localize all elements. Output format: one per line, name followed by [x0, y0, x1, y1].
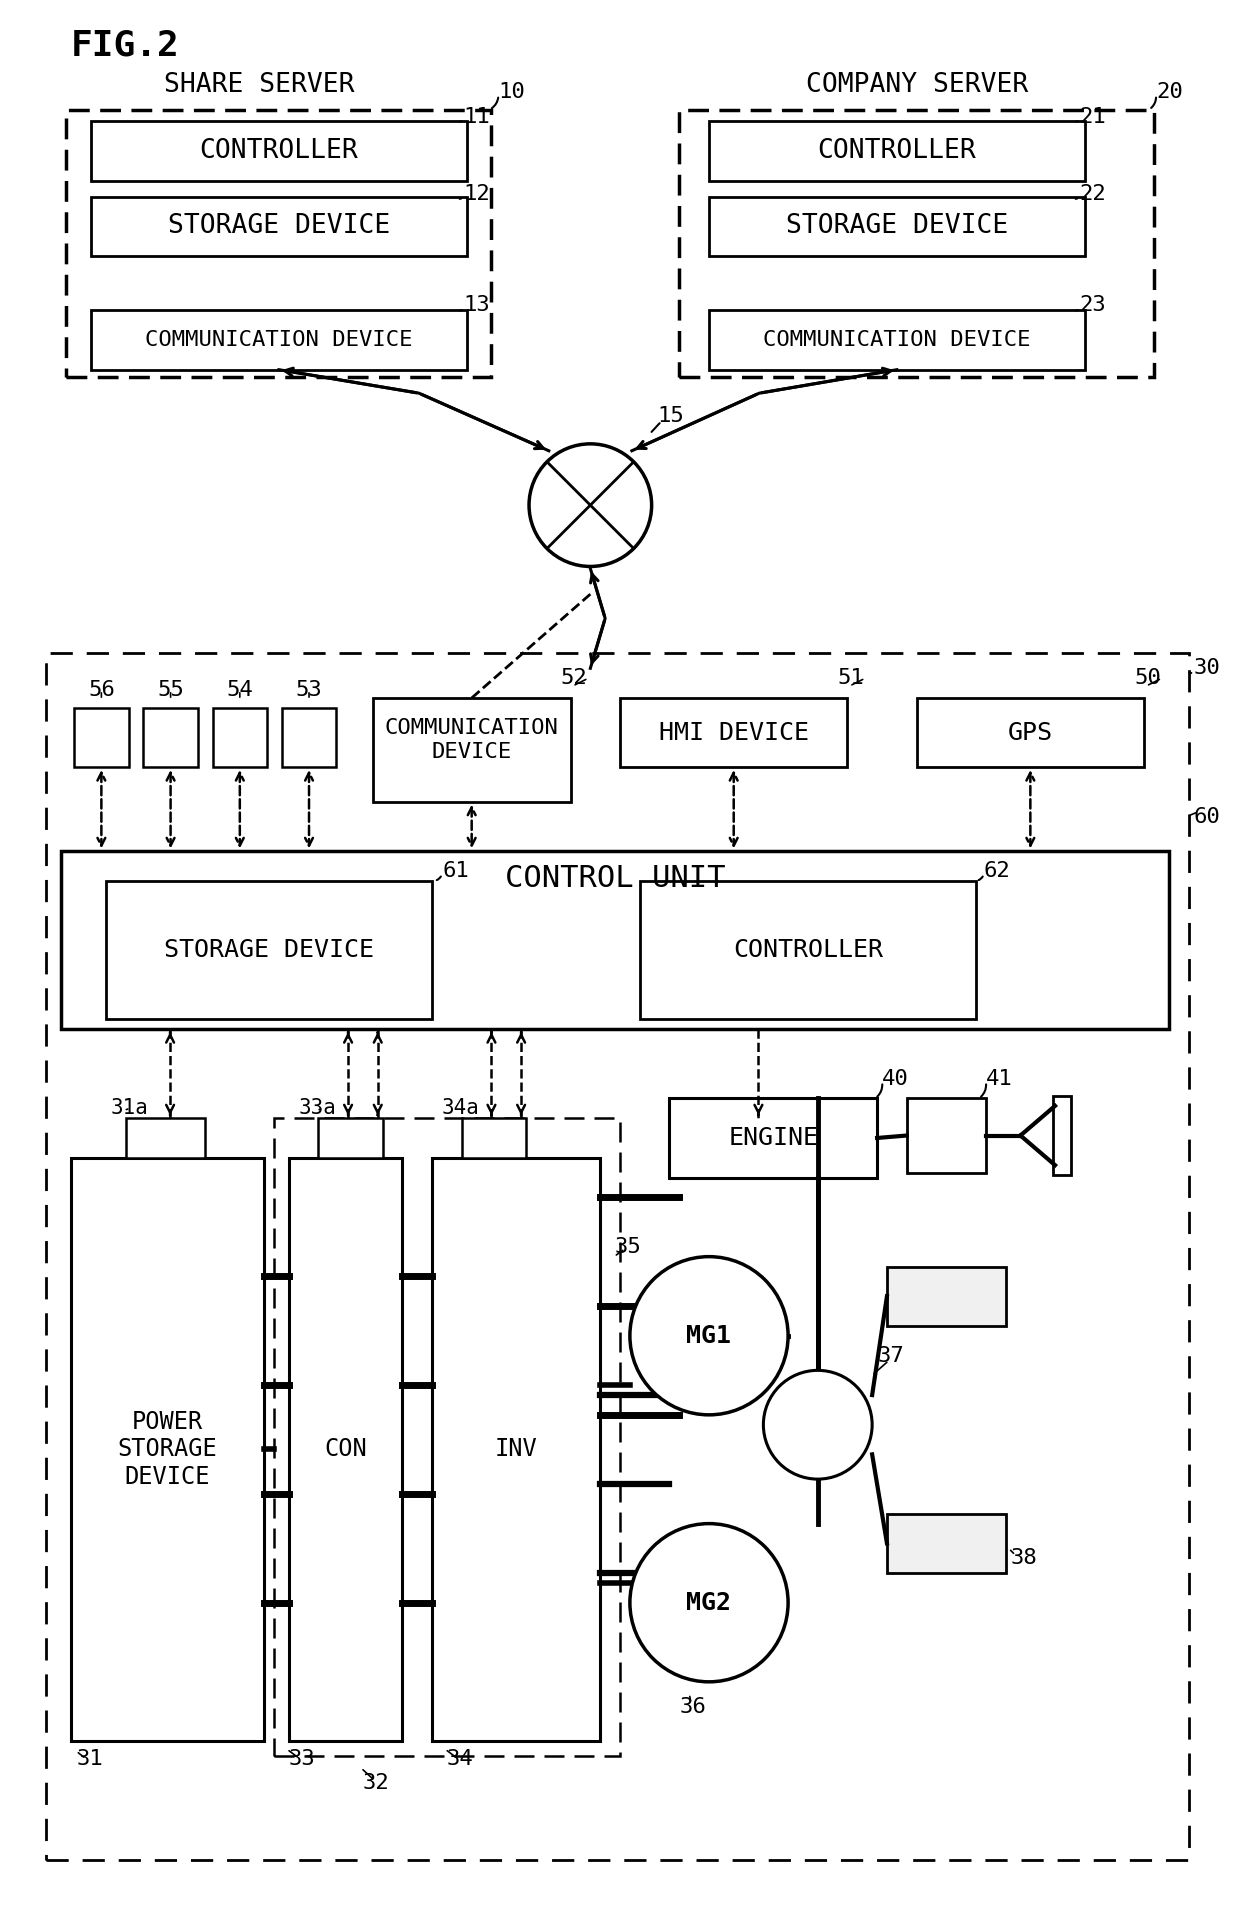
- Text: COMMUNICATION DEVICE: COMMUNICATION DEVICE: [145, 330, 413, 349]
- Bar: [66, 109, 491, 376]
- Bar: [71, 1158, 264, 1741]
- Text: 36: 36: [680, 1697, 706, 1716]
- Text: 34: 34: [446, 1749, 474, 1768]
- Text: 40: 40: [882, 1069, 909, 1089]
- Text: STORAGE DEVICE: STORAGE DEVICE: [164, 939, 374, 962]
- Text: 60: 60: [1194, 806, 1220, 828]
- Text: SHARE SERVER: SHARE SERVER: [164, 71, 355, 98]
- Bar: [709, 121, 1085, 180]
- Bar: [887, 1513, 1006, 1572]
- Text: POWER
STORAGE
DEVICE: POWER STORAGE DEVICE: [118, 1409, 217, 1490]
- Circle shape: [630, 1524, 789, 1682]
- Bar: [1053, 1096, 1071, 1175]
- Text: COMMUNICATION
DEVICE: COMMUNICATION DEVICE: [384, 718, 558, 762]
- Bar: [432, 1158, 600, 1741]
- Bar: [281, 708, 336, 768]
- Text: INV: INV: [495, 1438, 538, 1461]
- Text: MG2: MG2: [687, 1590, 732, 1615]
- Bar: [680, 109, 1154, 376]
- Text: COMPANY SERVER: COMPANY SERVER: [806, 71, 1028, 98]
- Text: 54: 54: [227, 680, 253, 701]
- Text: 13: 13: [464, 296, 491, 315]
- Bar: [74, 708, 129, 768]
- Text: 41: 41: [986, 1069, 1013, 1089]
- Bar: [709, 311, 1085, 371]
- Text: 62: 62: [983, 860, 1011, 881]
- Bar: [61, 851, 1169, 1029]
- Text: CONTROL UNIT: CONTROL UNIT: [505, 864, 725, 893]
- Bar: [916, 699, 1145, 768]
- Circle shape: [764, 1371, 872, 1478]
- Text: 51: 51: [837, 668, 864, 687]
- Text: 30: 30: [1194, 659, 1220, 678]
- Text: 20: 20: [1156, 83, 1183, 102]
- Bar: [46, 653, 1189, 1860]
- Text: 55: 55: [157, 680, 184, 701]
- Text: STORAGE DEVICE: STORAGE DEVICE: [167, 213, 391, 240]
- Bar: [144, 708, 198, 768]
- Bar: [709, 196, 1085, 255]
- Bar: [91, 196, 466, 255]
- Text: MG1: MG1: [687, 1323, 732, 1348]
- Circle shape: [630, 1256, 789, 1415]
- Bar: [274, 1117, 620, 1757]
- Bar: [887, 1267, 1006, 1327]
- Text: 34a: 34a: [441, 1098, 480, 1117]
- Text: 35: 35: [615, 1236, 642, 1258]
- Bar: [620, 699, 847, 768]
- Text: FIG.2: FIG.2: [71, 29, 180, 61]
- Text: 50: 50: [1135, 668, 1161, 687]
- Text: CON: CON: [324, 1438, 367, 1461]
- Text: 21: 21: [1080, 106, 1106, 127]
- Text: 32: 32: [363, 1772, 389, 1793]
- Bar: [373, 699, 570, 803]
- Text: 38: 38: [1011, 1548, 1038, 1569]
- Text: 56: 56: [88, 680, 115, 701]
- Bar: [906, 1098, 986, 1173]
- Text: 37: 37: [877, 1346, 904, 1365]
- Text: 11: 11: [464, 106, 491, 127]
- Bar: [212, 708, 267, 768]
- Text: GPS: GPS: [1008, 720, 1053, 745]
- Text: 10: 10: [498, 83, 525, 102]
- Bar: [640, 881, 976, 1020]
- Text: CONTROLLER: CONTROLLER: [200, 138, 358, 165]
- Bar: [91, 311, 466, 371]
- Text: 33: 33: [289, 1749, 315, 1768]
- Text: 12: 12: [464, 184, 491, 204]
- Text: CONTROLLER: CONTROLLER: [817, 138, 976, 165]
- Text: 61: 61: [441, 860, 469, 881]
- Bar: [91, 121, 466, 180]
- Text: 23: 23: [1080, 296, 1106, 315]
- Text: STORAGE DEVICE: STORAGE DEVICE: [786, 213, 1008, 240]
- Bar: [670, 1098, 877, 1177]
- Bar: [125, 1117, 205, 1158]
- Text: 52: 52: [560, 668, 588, 687]
- Text: 31a: 31a: [110, 1098, 149, 1117]
- Bar: [319, 1117, 383, 1158]
- Text: 53: 53: [295, 680, 322, 701]
- Text: HMI DEVICE: HMI DEVICE: [658, 720, 808, 745]
- Text: CONTROLLER: CONTROLLER: [733, 939, 883, 962]
- Text: ENGINE: ENGINE: [728, 1125, 818, 1150]
- Text: 15: 15: [657, 407, 684, 426]
- Bar: [105, 881, 432, 1020]
- Text: 33a: 33a: [299, 1098, 336, 1117]
- Bar: [461, 1117, 526, 1158]
- Text: 22: 22: [1080, 184, 1106, 204]
- Text: 31: 31: [76, 1749, 103, 1768]
- Text: COMMUNICATION DEVICE: COMMUNICATION DEVICE: [763, 330, 1030, 349]
- Bar: [289, 1158, 403, 1741]
